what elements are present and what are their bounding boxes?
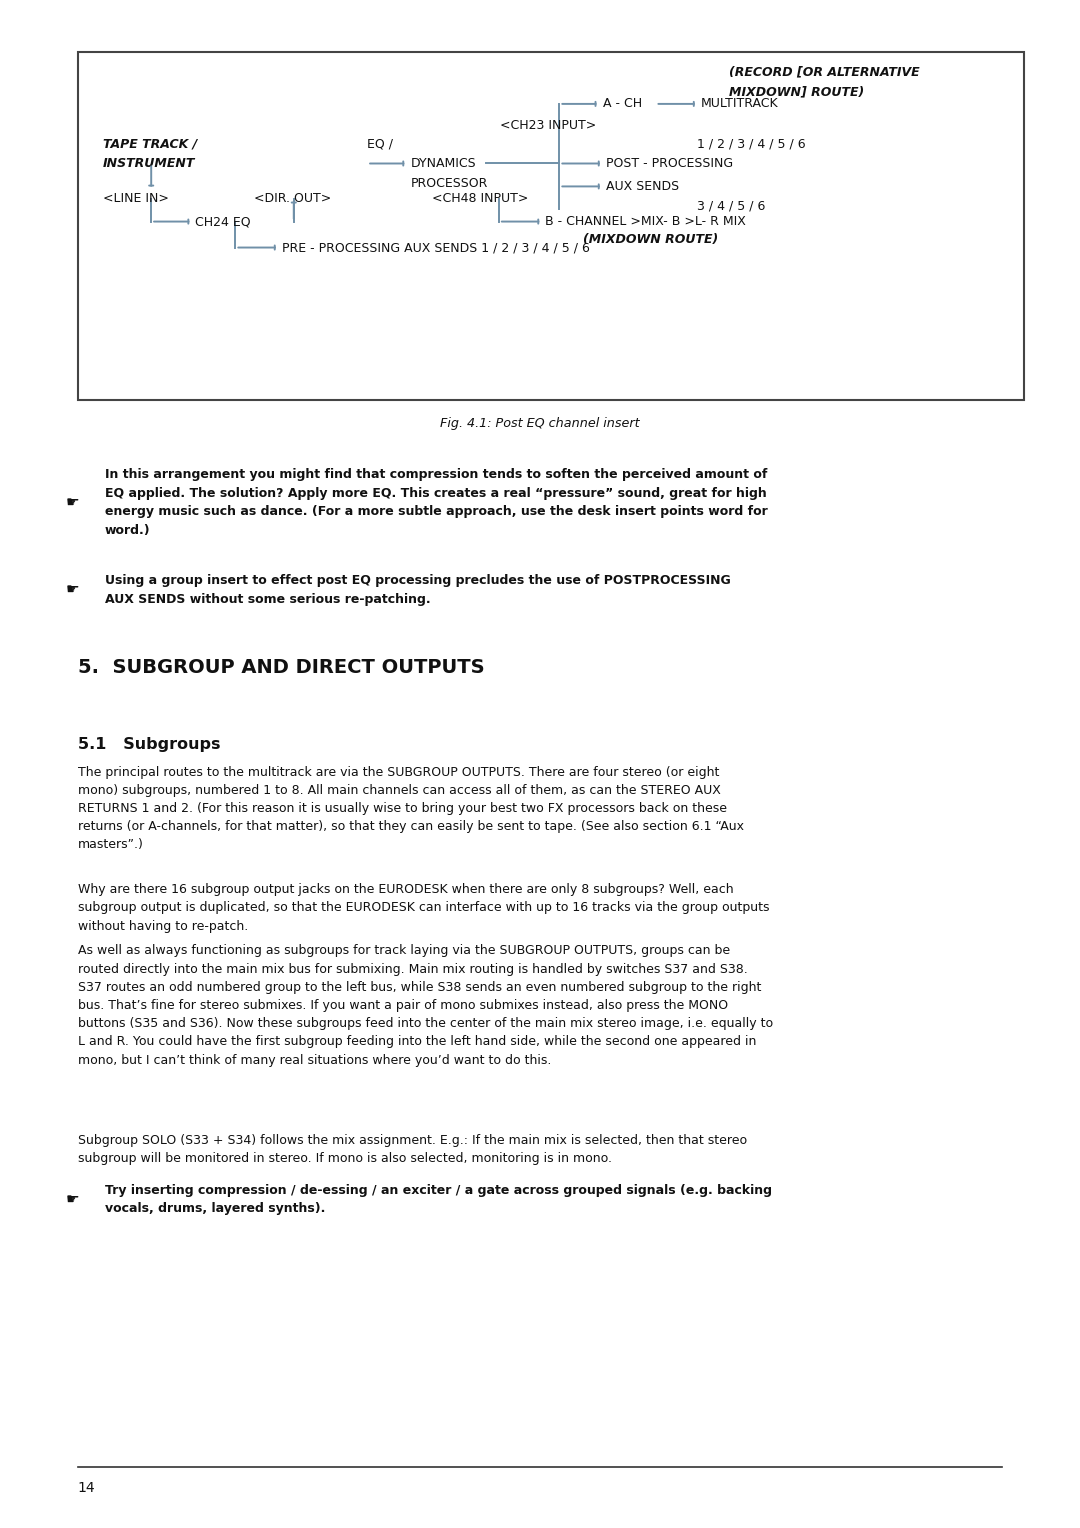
- Text: PROCESSOR: PROCESSOR: [410, 177, 488, 189]
- Text: ☛: ☛: [66, 495, 79, 510]
- Text: Subgroup SOLO (S33 + S34) follows the mix assignment. E.g.: If the main mix is s: Subgroup SOLO (S33 + S34) follows the mi…: [78, 1134, 747, 1164]
- Text: 5.1   Subgroups: 5.1 Subgroups: [78, 736, 220, 752]
- Text: As well as always functioning as subgroups for track laying via the SUBGROUP OUT: As well as always functioning as subgrou…: [78, 944, 773, 1067]
- Text: B - CHANNEL >MIX- B >L- R MIX: B - CHANNEL >MIX- B >L- R MIX: [545, 215, 746, 228]
- Text: POST - PROCESSING: POST - PROCESSING: [606, 157, 733, 170]
- Text: CH24 EQ: CH24 EQ: [195, 215, 252, 228]
- Text: DYNAMICS: DYNAMICS: [410, 157, 476, 170]
- Text: Fig. 4.1: Post EQ channel insert: Fig. 4.1: Post EQ channel insert: [441, 417, 639, 429]
- FancyBboxPatch shape: [78, 52, 1024, 400]
- Text: PRE - PROCESSING AUX SENDS 1 / 2 / 3 / 4 / 5 / 6: PRE - PROCESSING AUX SENDS 1 / 2 / 3 / 4…: [282, 241, 590, 254]
- Text: <CH23 INPUT>: <CH23 INPUT>: [500, 119, 596, 131]
- Text: TAPE TRACK /: TAPE TRACK /: [103, 138, 197, 150]
- Text: Try inserting compression / de-essing / an exciter / a gate across grouped signa: Try inserting compression / de-essing / …: [105, 1184, 772, 1215]
- Text: (RECORD [OR ALTERNATIVE: (RECORD [OR ALTERNATIVE: [729, 66, 920, 78]
- Text: <DIR. OUT>: <DIR. OUT>: [254, 193, 332, 205]
- Text: The principal routes to the multitrack are via the SUBGROUP OUTPUTS. There are f: The principal routes to the multitrack a…: [78, 766, 744, 851]
- Text: INSTRUMENT: INSTRUMENT: [103, 157, 195, 170]
- Text: In this arrangement you might find that compression tends to soften the perceive: In this arrangement you might find that …: [105, 469, 768, 536]
- Text: Using a group insert to effect post EQ processing precludes the use of POSTPROCE: Using a group insert to effect post EQ p…: [105, 575, 730, 605]
- Text: A - CH: A - CH: [603, 98, 642, 110]
- Text: MULTITRACK: MULTITRACK: [701, 98, 779, 110]
- Text: 5.  SUBGROUP AND DIRECT OUTPUTS: 5. SUBGROUP AND DIRECT OUTPUTS: [78, 659, 485, 677]
- Text: ☛: ☛: [66, 1192, 79, 1207]
- Text: (MIXDOWN ROUTE): (MIXDOWN ROUTE): [583, 234, 718, 246]
- Text: <LINE IN>: <LINE IN>: [103, 193, 168, 205]
- Text: ☛: ☛: [66, 582, 79, 597]
- Text: 1 / 2 / 3 / 4 / 5 / 6: 1 / 2 / 3 / 4 / 5 / 6: [697, 138, 806, 150]
- Text: AUX SENDS: AUX SENDS: [606, 180, 679, 193]
- Text: Why are there 16 subgroup output jacks on the EURODESK when there are only 8 sub: Why are there 16 subgroup output jacks o…: [78, 883, 769, 932]
- Text: 14: 14: [78, 1481, 95, 1496]
- Text: <CH48 INPUT>: <CH48 INPUT>: [432, 193, 528, 205]
- Text: EQ /: EQ /: [367, 138, 393, 150]
- Text: 3 / 4 / 5 / 6: 3 / 4 / 5 / 6: [697, 200, 765, 212]
- Text: MIXDOWN] ROUTE): MIXDOWN] ROUTE): [729, 86, 864, 98]
